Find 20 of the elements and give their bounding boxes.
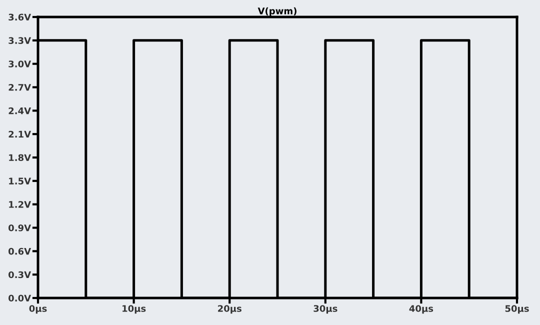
y-tick-label: 1.5V [9,178,32,184]
y-tick-label: 1.8V [9,154,32,162]
x-tick-label: 50µs [505,305,529,314]
y-tick-label: 0.3V [8,271,32,278]
y-tick-label: 3.3V [8,37,32,44]
x-tick-label: 0µs [29,305,47,314]
chart-title: V(pwm) [258,7,296,16]
y-tick-label: 0.6V [8,248,32,255]
y-tick-label: 3.0V [8,60,32,68]
y-tick-label: 0.9V [8,224,32,232]
y-tick-label: 2.1V [8,130,32,138]
x-tick-label: 30µs [314,305,338,314]
y-tick-label: 1.2V [9,201,32,208]
y-tick-label: 3.6V [8,14,32,21]
y-tick-label: 2.7V [8,84,32,91]
y-tick-label: 2.4V [8,107,32,114]
y-tick-label: 0.0V [8,294,32,302]
x-tick-label: 20µs [218,305,242,314]
x-tick-label: 40µs [409,305,434,314]
x-tick-label: 10µs [122,305,146,314]
